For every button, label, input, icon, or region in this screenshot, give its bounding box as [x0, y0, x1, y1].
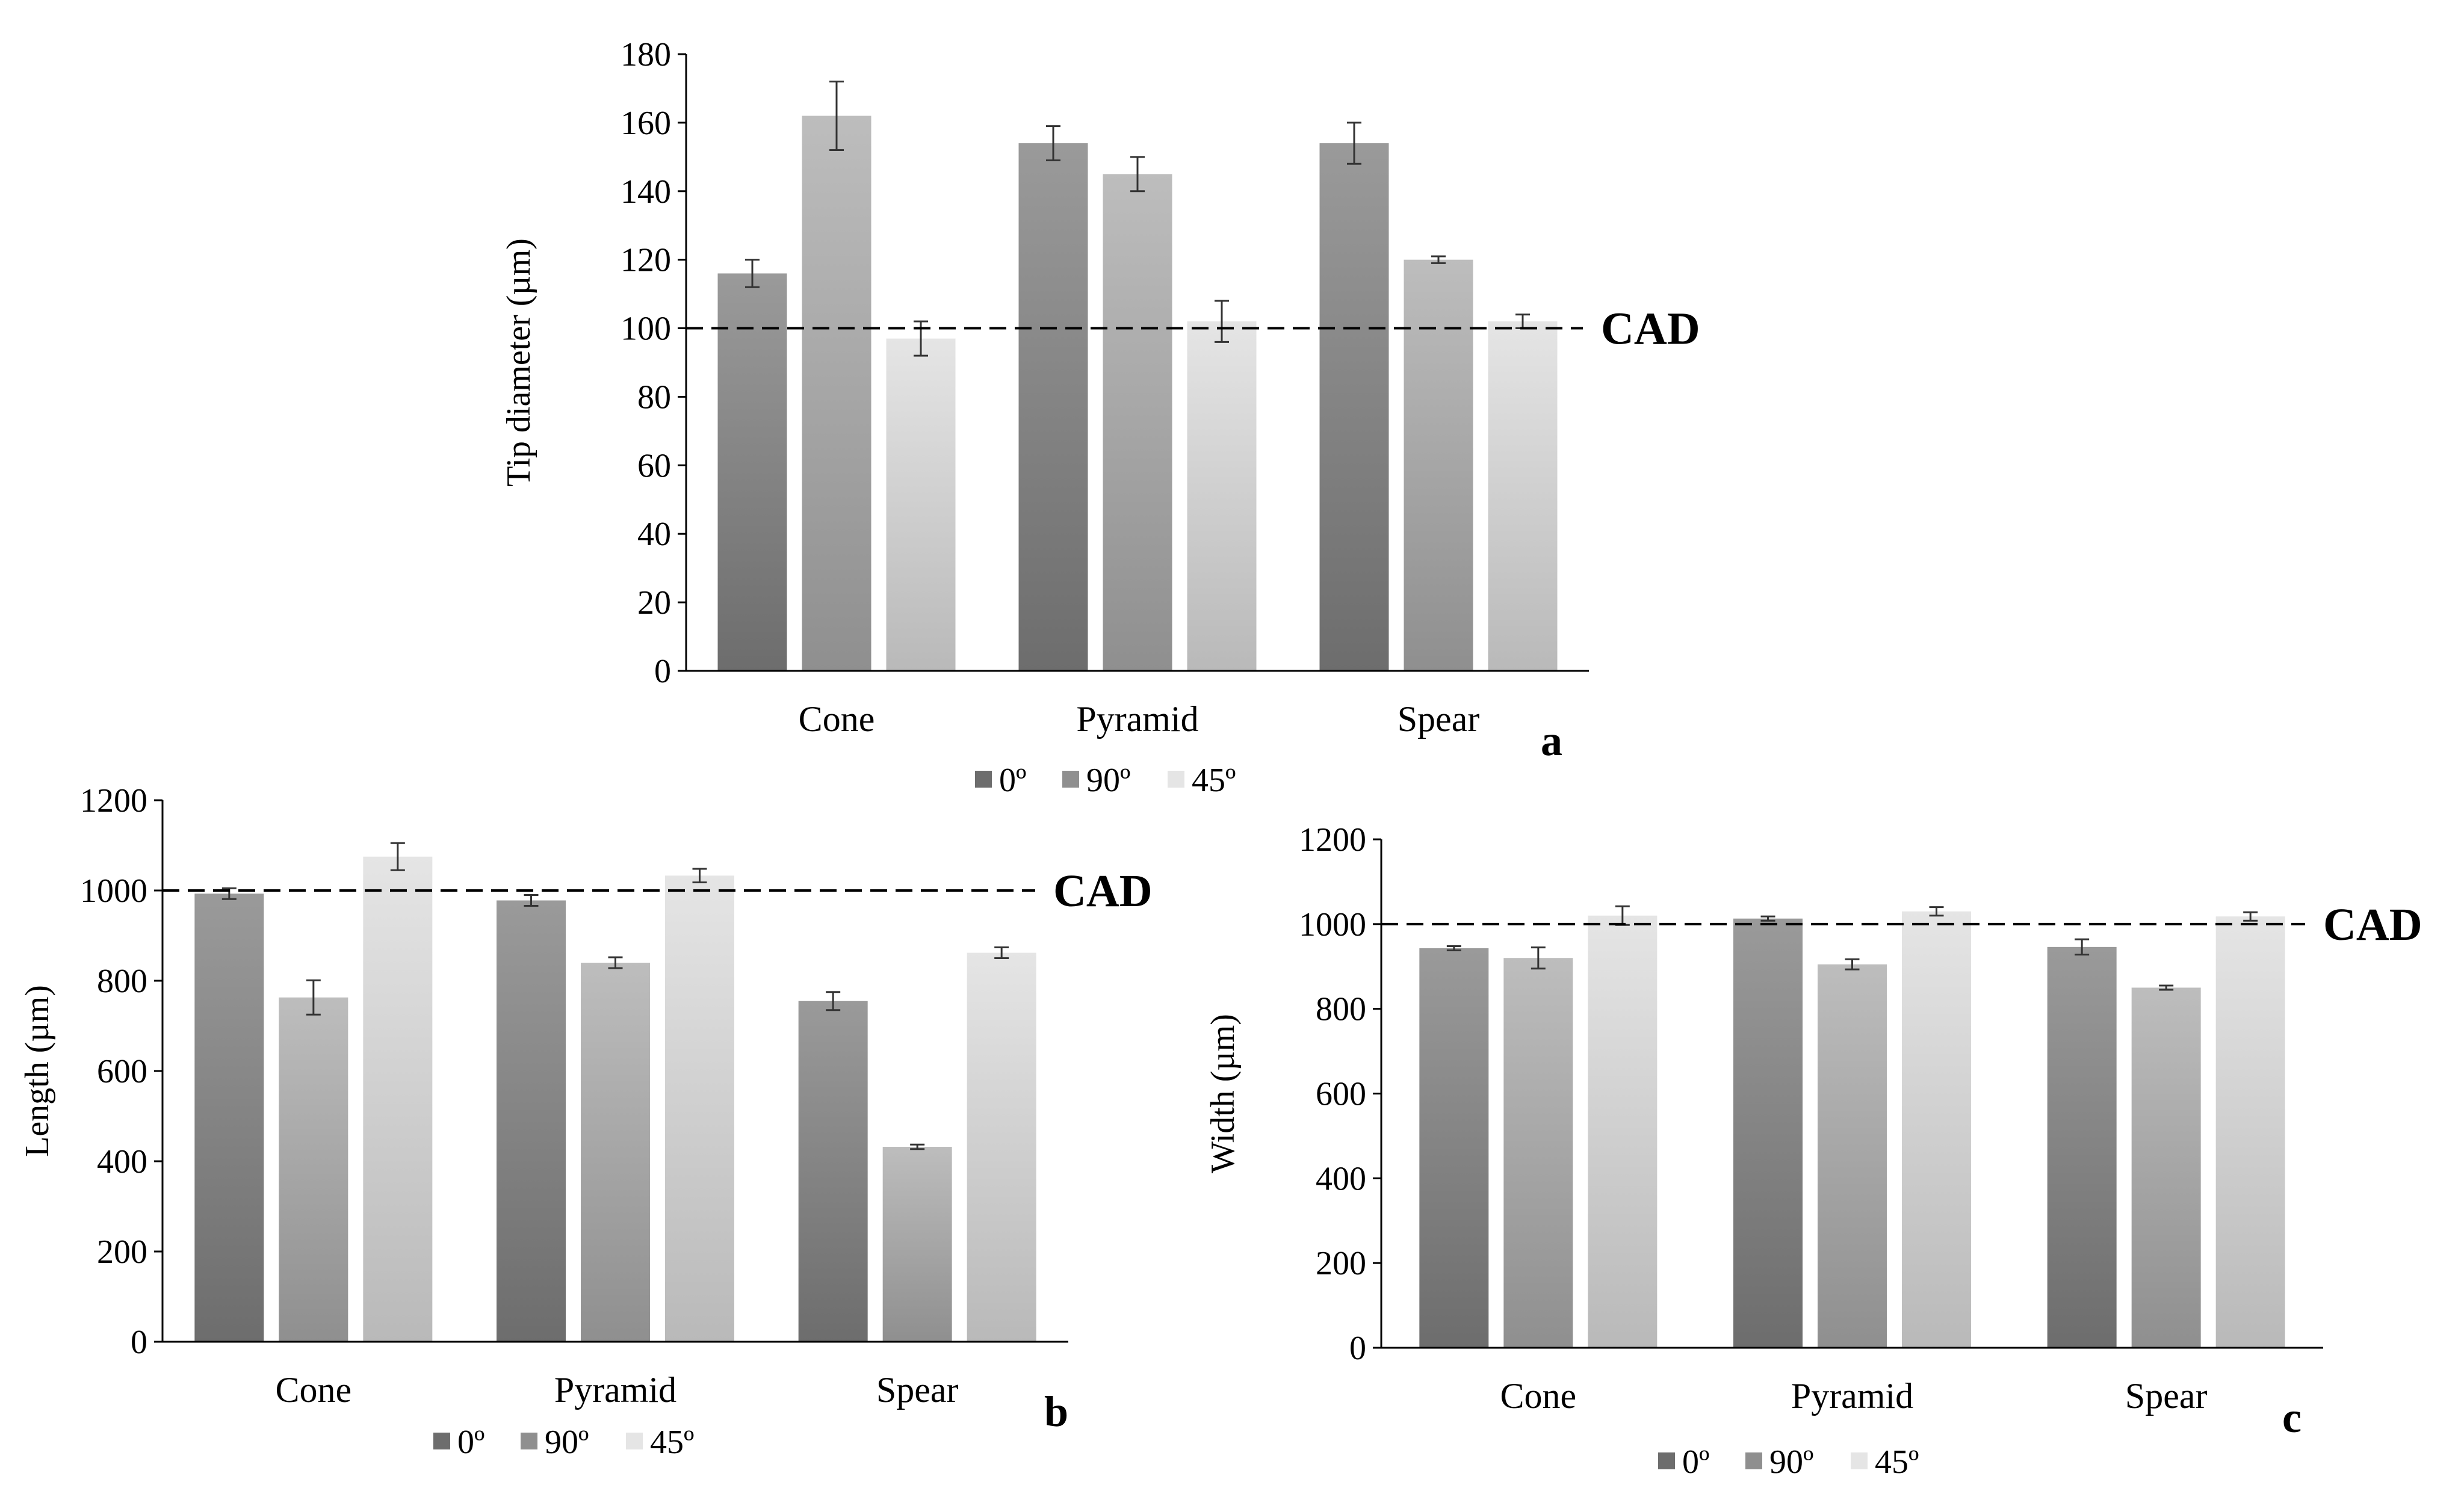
bar-a-spear-2	[1488, 321, 1558, 671]
cad-label: CAD	[1053, 866, 1153, 916]
y-tick-label: 180	[621, 36, 671, 73]
bar-a-spear-0	[1319, 143, 1389, 671]
bar-b-cone-2	[363, 856, 433, 1342]
chart-b: 0 200 400 600 800 1000 1200 Cone Pyramid Spear Len…	[19, 782, 1153, 1461]
legend-label: 90º	[1086, 762, 1130, 799]
x-category-label: Spear	[2125, 1376, 2208, 1416]
x-category-label: Cone	[276, 1370, 352, 1410]
y-tick-label: 60	[637, 447, 671, 484]
bar-c-cone-0	[1419, 948, 1489, 1348]
y-tick-label: 400	[1316, 1160, 1366, 1197]
bar-c-pyramid-2	[1902, 911, 1971, 1348]
bar-a-cone-0	[717, 273, 787, 671]
bar-c-spear-2	[2215, 916, 2285, 1348]
y-axis-title: Tip diameter (µm)	[500, 238, 537, 487]
legend-swatch	[433, 1433, 450, 1449]
legend-label: 45º	[1192, 762, 1236, 799]
bar-a-pyramid-0	[1018, 143, 1088, 671]
bar-b-spear-1	[882, 1147, 952, 1342]
bar-b-pyramid-2	[665, 875, 734, 1342]
x-category-label: Spear	[1398, 699, 1480, 739]
legend-label: 0º	[457, 1424, 484, 1461]
bar-b-pyramid-1	[581, 963, 650, 1342]
y-tick-label: 40	[637, 516, 671, 553]
y-tick-label: 600	[97, 1053, 147, 1090]
cad-label: CAD	[1601, 304, 1700, 354]
bar-b-cone-0	[194, 894, 264, 1342]
bar-b-spear-0	[798, 1001, 868, 1342]
y-tick-label: 200	[1316, 1245, 1366, 1282]
x-category-label: Pyramid	[554, 1370, 676, 1410]
legend-swatch	[1658, 1452, 1675, 1469]
bar-c-pyramid-0	[1733, 918, 1803, 1348]
y-tick-label: 1000	[1299, 906, 1366, 943]
y-tick-label: 1200	[80, 782, 147, 819]
y-tick-label: 100	[621, 310, 671, 348]
bar-c-spear-1	[2131, 987, 2201, 1348]
bar-a-spear-1	[1404, 259, 1473, 671]
bar-a-pyramid-2	[1187, 321, 1257, 671]
legend-swatch	[1745, 1452, 1762, 1469]
legend-label: 0º	[1682, 1443, 1709, 1481]
legend-label: 90º	[1769, 1443, 1813, 1481]
legend-swatch	[1062, 771, 1079, 788]
y-tick-label: 400	[97, 1143, 147, 1181]
x-category-label: Pyramid	[1076, 699, 1198, 739]
panel-letter: c	[2282, 1394, 2301, 1442]
bar-b-cone-1	[279, 997, 348, 1342]
y-tick-label: 0	[1349, 1330, 1366, 1367]
legend-swatch	[975, 771, 992, 788]
bar-a-cone-2	[886, 338, 956, 671]
legend-label: 90º	[545, 1424, 589, 1461]
y-tick-label: 80	[637, 378, 671, 416]
legend-label: 45º	[1875, 1443, 1919, 1481]
y-tick-label: 200	[97, 1233, 147, 1271]
y-tick-label: 1200	[1299, 821, 1366, 859]
legend-label: 45º	[650, 1424, 694, 1461]
x-category-label: Cone	[1500, 1376, 1577, 1416]
x-category-label: Cone	[799, 699, 875, 739]
legend-label: 0º	[999, 762, 1026, 799]
bar-a-pyramid-1	[1103, 174, 1172, 671]
panel-letter: a	[1541, 717, 1562, 765]
y-tick-label: 800	[97, 963, 147, 1000]
bar-c-spear-0	[2047, 946, 2117, 1348]
panel-letter: b	[1044, 1387, 1068, 1436]
legend-swatch	[1851, 1452, 1868, 1469]
bar-c-cone-1	[1503, 958, 1573, 1348]
y-tick-label: 600	[1316, 1076, 1366, 1113]
y-tick-label: 0	[131, 1324, 147, 1361]
x-category-label: Pyramid	[1791, 1376, 1913, 1416]
bar-a-cone-1	[802, 116, 871, 671]
cad-label: CAD	[2323, 900, 2422, 950]
y-axis-title: Length (µm)	[19, 985, 56, 1157]
bar-b-pyramid-0	[497, 900, 566, 1342]
bar-c-pyramid-1	[1818, 964, 1887, 1348]
y-tick-label: 800	[1316, 991, 1366, 1028]
legend-swatch	[626, 1433, 643, 1449]
y-tick-label: 20	[637, 584, 671, 622]
y-tick-label: 1000	[80, 872, 147, 910]
y-tick-label: 160	[621, 105, 671, 142]
legend-swatch	[521, 1433, 537, 1449]
x-category-label: Spear	[876, 1370, 959, 1410]
y-tick-label: 120	[621, 242, 671, 279]
y-tick-label: 140	[621, 173, 671, 211]
y-tick-label: 0	[654, 653, 671, 690]
bar-c-cone-2	[1588, 915, 1658, 1348]
bar-b-spear-2	[967, 952, 1036, 1342]
chart-c: 0 200 400 600 800 1000 1200 Cone Pyramid Spear Wid…	[1204, 821, 2422, 1481]
legend-swatch	[1168, 771, 1184, 788]
chart-a: 0 20 40 60 80 100 120 140 160 180 Cone Pyramid Spear…	[500, 36, 1700, 799]
y-axis-title: Width (µm)	[1204, 1014, 1242, 1173]
